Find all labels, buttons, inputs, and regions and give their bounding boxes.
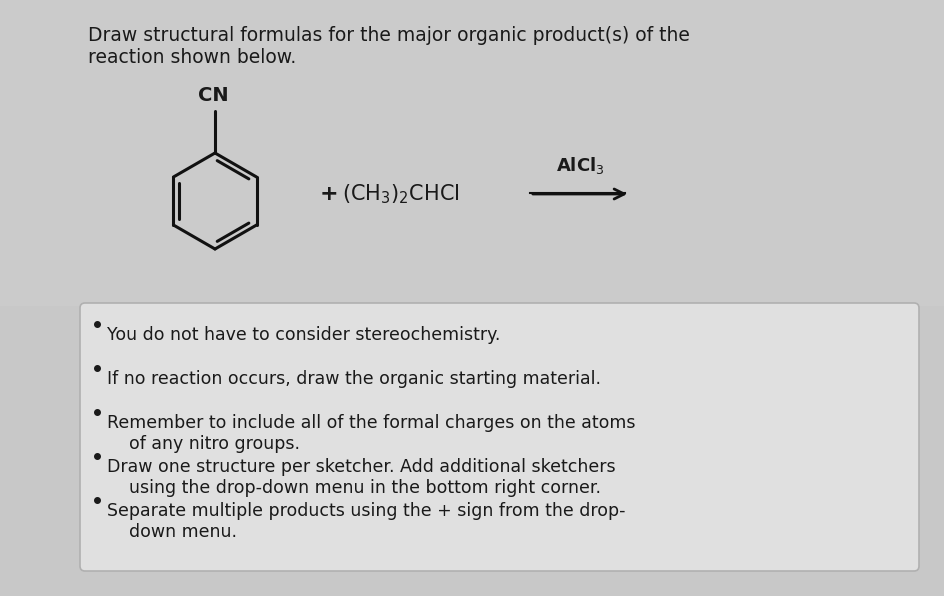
FancyBboxPatch shape — [0, 0, 944, 306]
Text: reaction shown below.: reaction shown below. — [88, 48, 296, 67]
Text: AlCl$_3$: AlCl$_3$ — [556, 155, 604, 176]
Text: Separate multiple products using the + sign from the drop-
    down menu.: Separate multiple products using the + s… — [107, 502, 626, 541]
Text: Remember to include all of the formal charges on the atoms
    of any nitro grou: Remember to include all of the formal ch… — [107, 414, 635, 453]
Text: You do not have to consider stereochemistry.: You do not have to consider stereochemis… — [107, 326, 500, 344]
Text: CN: CN — [197, 86, 228, 105]
Text: +: + — [320, 184, 339, 204]
Text: Draw one structure per sketcher. Add additional sketchers
    using the drop-dow: Draw one structure per sketcher. Add add… — [107, 458, 615, 497]
Text: Draw structural formulas for the major organic product(s) of the: Draw structural formulas for the major o… — [88, 26, 690, 45]
Text: If no reaction occurs, draw the organic starting material.: If no reaction occurs, draw the organic … — [107, 370, 601, 388]
Text: (CH$_3$)$_2$CHCI: (CH$_3$)$_2$CHCI — [342, 182, 460, 206]
FancyBboxPatch shape — [80, 303, 919, 571]
